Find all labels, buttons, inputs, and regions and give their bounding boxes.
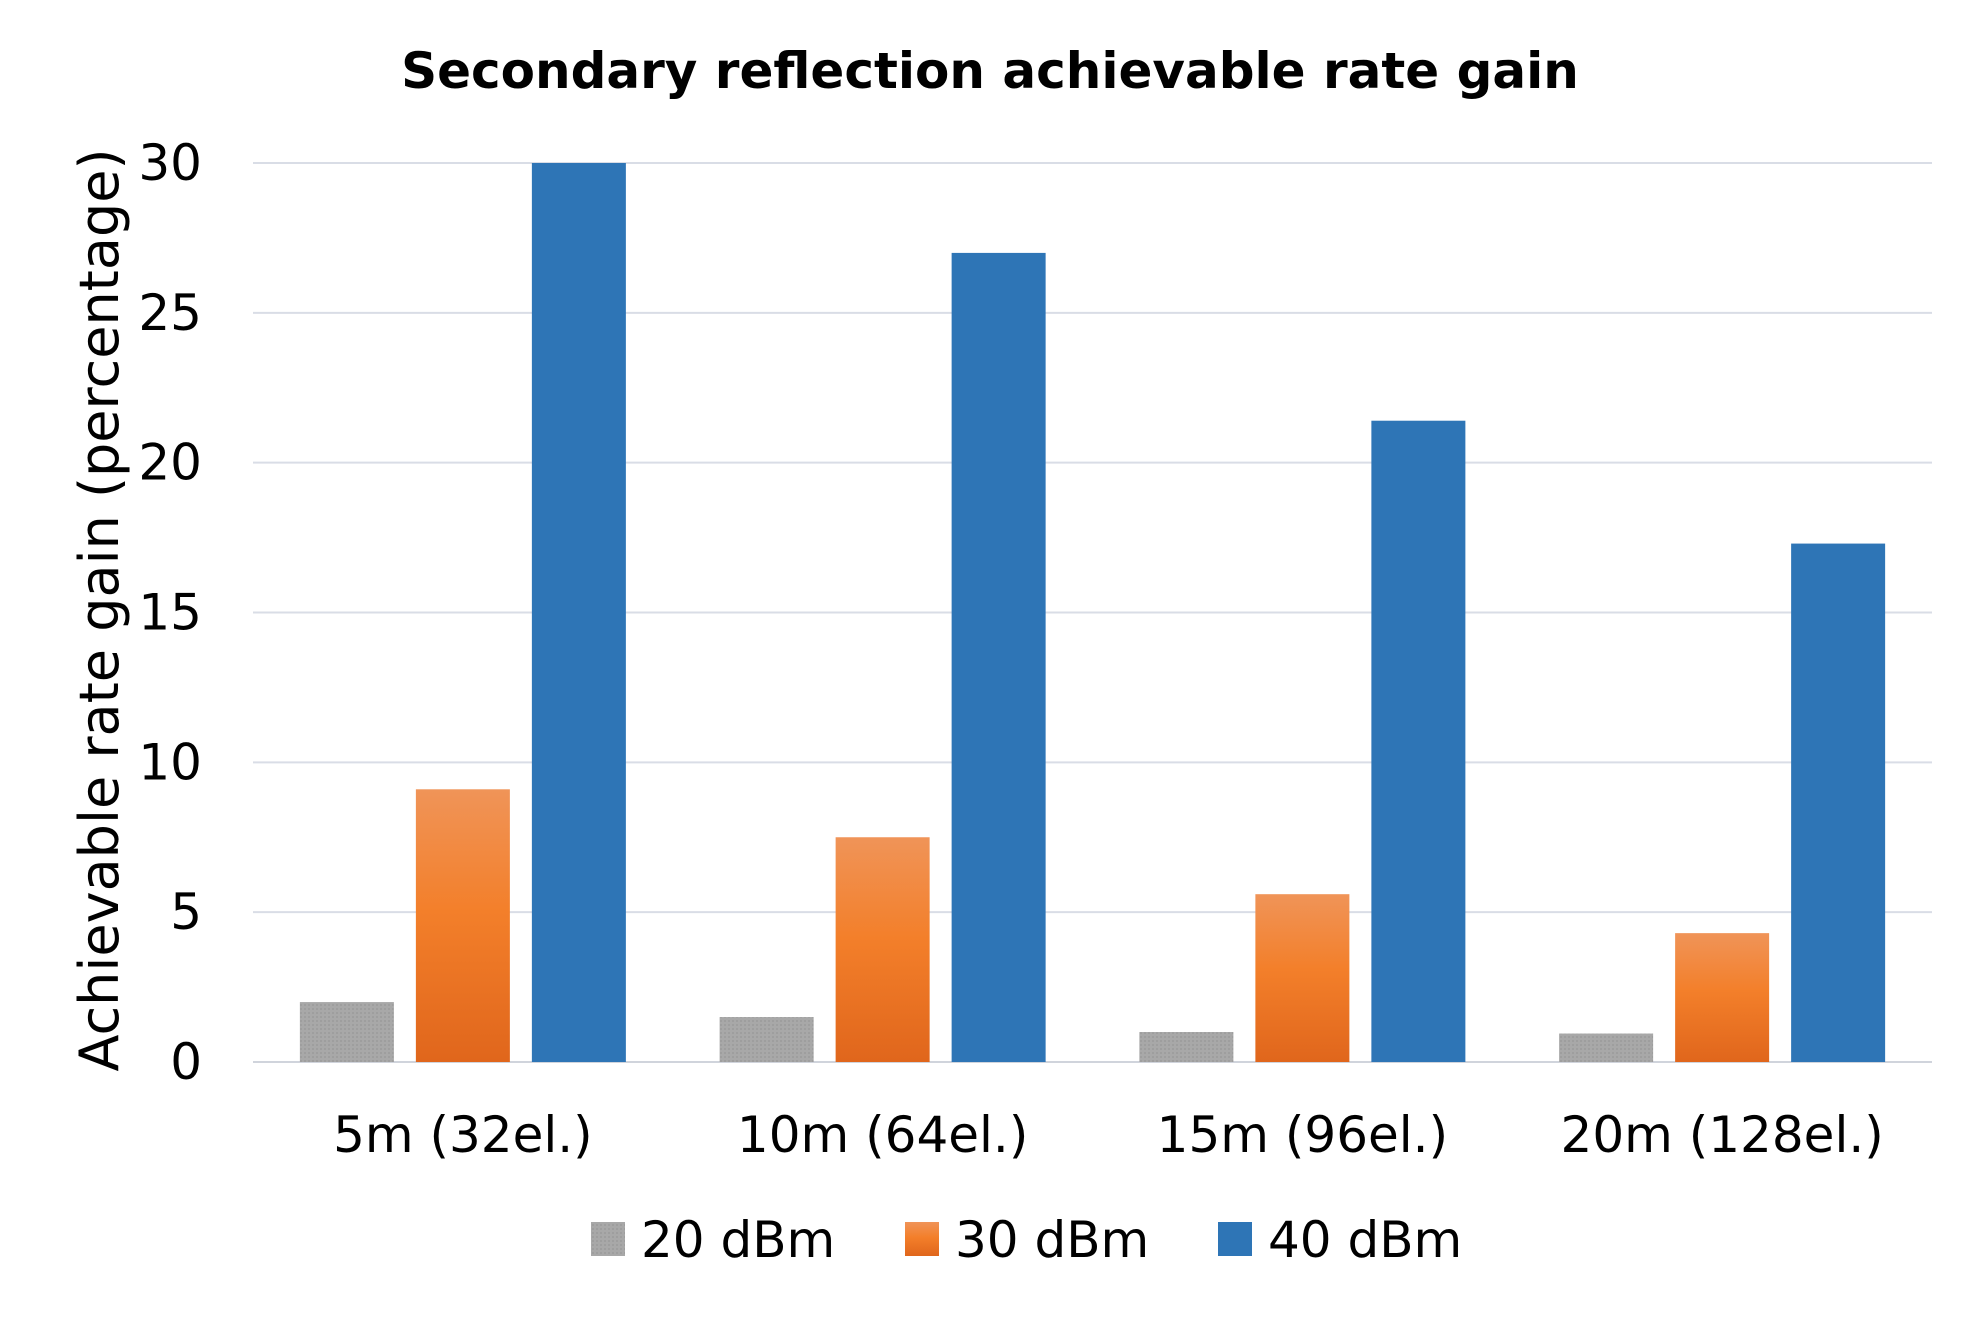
y-tick-label: 30 <box>138 134 202 192</box>
bar-30-dbm-2 <box>835 837 930 1062</box>
y-tick-label: 10 <box>138 733 202 791</box>
y-axis-title: Achievable rate gain (percentage) <box>68 148 131 1071</box>
bar-40-dbm-4 <box>1791 543 1886 1062</box>
x-category-label: 5m (32el.) <box>333 1106 593 1164</box>
chart-title: Secondary reflection achievable rate gai… <box>401 42 1579 100</box>
y-tick-label: 25 <box>138 284 202 342</box>
legend-label: 30 dBm <box>955 1211 1149 1269</box>
x-category-label: 20m (128el.) <box>1561 1106 1884 1164</box>
bars <box>299 163 1886 1062</box>
legend-label: 40 dBm <box>1268 1211 1462 1269</box>
bar-40-dbm-3 <box>1371 420 1466 1062</box>
x-category-label: 15m (96el.) <box>1157 1106 1448 1164</box>
legend-label: 20 dBm <box>641 1211 835 1269</box>
bar-30-dbm-4 <box>1675 933 1770 1062</box>
bar-30-dbm-3 <box>1255 894 1350 1062</box>
legend: 20 dBm 30 dBm 40 dBm <box>591 1211 1462 1269</box>
legend-swatch-30-dbm <box>905 1222 939 1256</box>
bar-30-dbm-1 <box>415 789 510 1062</box>
bar-40-dbm-2 <box>951 252 1046 1062</box>
bar-20-dbm-1 <box>299 1002 394 1062</box>
legend-swatch-40-dbm <box>1218 1222 1252 1256</box>
bar-20-dbm-2 <box>719 1017 814 1062</box>
bar-40-dbm-1 <box>531 163 626 1062</box>
bar-20-dbm-3 <box>1139 1032 1234 1062</box>
y-tick-label: 5 <box>170 883 202 941</box>
y-axis-ticks: 0 5 10 15 20 25 30 <box>138 134 202 1091</box>
y-tick-label: 15 <box>138 584 202 642</box>
legend-swatch-20-dbm <box>591 1222 625 1256</box>
x-category-label: 10m (64el.) <box>737 1106 1028 1164</box>
bar-20-dbm-4 <box>1559 1033 1654 1062</box>
y-tick-label: 20 <box>138 434 202 492</box>
y-tick-label: 0 <box>170 1033 202 1091</box>
x-axis-categories: 5m (32el.) 10m (64el.) 15m (96el.) 20m (128… <box>333 1106 1884 1164</box>
